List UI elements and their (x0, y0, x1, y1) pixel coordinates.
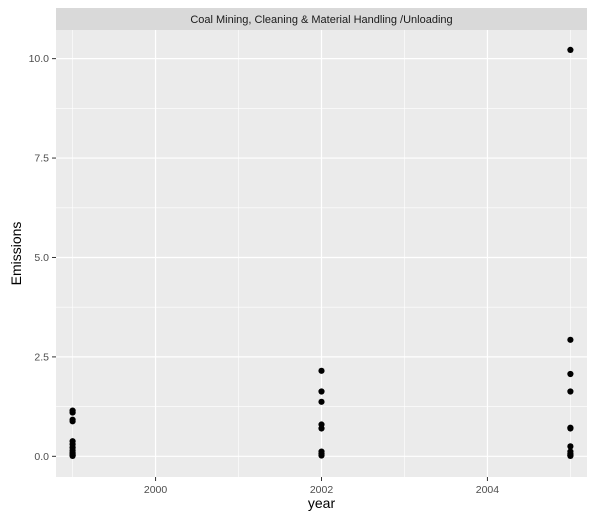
x-tick-label: 2004 (476, 484, 500, 496)
data-point (567, 336, 574, 343)
data-point (567, 388, 574, 395)
data-point (567, 425, 574, 432)
data-point (69, 409, 76, 416)
data-point (318, 388, 325, 395)
y-axis: 0.0 2.5 5.0 7.5 10.0 (29, 53, 56, 463)
y-tick-label: 10.0 (29, 53, 50, 65)
data-point (567, 452, 574, 460)
x-axis-title: year (308, 495, 336, 511)
data-point (318, 367, 325, 374)
x-tick-label: 2002 (310, 484, 334, 496)
data-point (567, 370, 574, 378)
y-tick-label: 0.0 (34, 451, 49, 463)
facet-strip (56, 8, 587, 30)
y-tick-label: 7.5 (34, 153, 49, 165)
data-point (318, 425, 325, 432)
data-point (318, 452, 325, 459)
y-axis-title: Emissions (8, 222, 24, 286)
facet-title: Coal Mining, Cleaning & Material Handlin… (190, 14, 452, 26)
data-point (318, 398, 325, 405)
data-point (69, 418, 76, 425)
data-point (69, 452, 76, 460)
y-tick-label: 5.0 (34, 252, 49, 264)
major-gridlines (56, 30, 587, 477)
x-tick-label: 2000 (144, 484, 168, 496)
data-point (567, 443, 574, 450)
data-points (69, 46, 574, 460)
data-point (567, 46, 574, 53)
x-axis: 2000 2002 2004 (144, 477, 499, 496)
y-tick-label: 2.5 (34, 351, 49, 363)
